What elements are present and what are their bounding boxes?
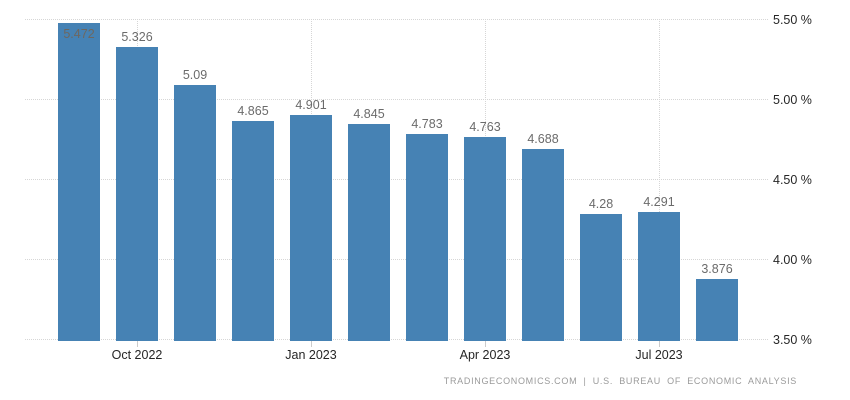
y-tick-label: 3.50 % <box>773 332 812 347</box>
y-tick-label: 4.00 % <box>773 252 812 267</box>
x-tick-label: Oct 2022 <box>111 348 163 362</box>
gridline-horizontal <box>25 339 768 340</box>
x-tick-label: Jan 2023 <box>285 348 337 362</box>
y-tick-label: 5.50 % <box>773 12 812 27</box>
x-tick-mark <box>137 341 138 347</box>
source-attribution: TRADINGECONOMICS.COM | U.S. BUREAU OF EC… <box>443 376 797 386</box>
bar[interactable] <box>174 84 216 341</box>
gridline-horizontal <box>25 99 768 100</box>
x-tick-mark <box>311 341 312 347</box>
bar-value-label: 4.783 <box>411 116 443 131</box>
bar[interactable] <box>638 212 680 341</box>
bar[interactable] <box>348 123 390 341</box>
bar-value-label: 5.09 <box>182 67 208 82</box>
y-tick-label: 4.50 % <box>773 172 812 187</box>
bar-value-label: 5.326 <box>121 29 153 44</box>
bar[interactable] <box>58 23 100 341</box>
gridline-vertical <box>659 19 660 340</box>
bar[interactable] <box>290 114 332 341</box>
gridline-horizontal <box>25 179 768 180</box>
bar[interactable] <box>232 120 274 341</box>
bar-value-label: 4.845 <box>353 106 385 121</box>
x-tick-mark <box>485 341 486 347</box>
bar-value-label: 5.472 <box>63 27 95 42</box>
bar-value-label: 4.688 <box>527 131 559 146</box>
gridline-horizontal <box>25 259 768 260</box>
bar-value-label: 4.763 <box>469 119 501 134</box>
bar-value-label: 4.901 <box>295 97 327 112</box>
y-tick-label: 5.00 % <box>773 92 812 107</box>
bar[interactable] <box>406 133 448 341</box>
x-tick-label: Apr 2023 <box>459 348 511 362</box>
bar-value-label: 4.291 <box>643 195 675 210</box>
bar[interactable] <box>116 46 158 341</box>
bar[interactable] <box>580 214 622 341</box>
bar[interactable] <box>696 278 738 341</box>
bar[interactable] <box>522 148 564 341</box>
x-tick-label: Jul 2023 <box>635 348 683 362</box>
gridline-horizontal <box>25 19 768 20</box>
bar-value-label: 3.876 <box>701 261 733 276</box>
bar-value-label: 4.865 <box>237 103 269 118</box>
bar[interactable] <box>464 136 506 341</box>
x-tick-mark <box>659 341 660 347</box>
bar-value-label: 4.28 <box>588 197 614 212</box>
